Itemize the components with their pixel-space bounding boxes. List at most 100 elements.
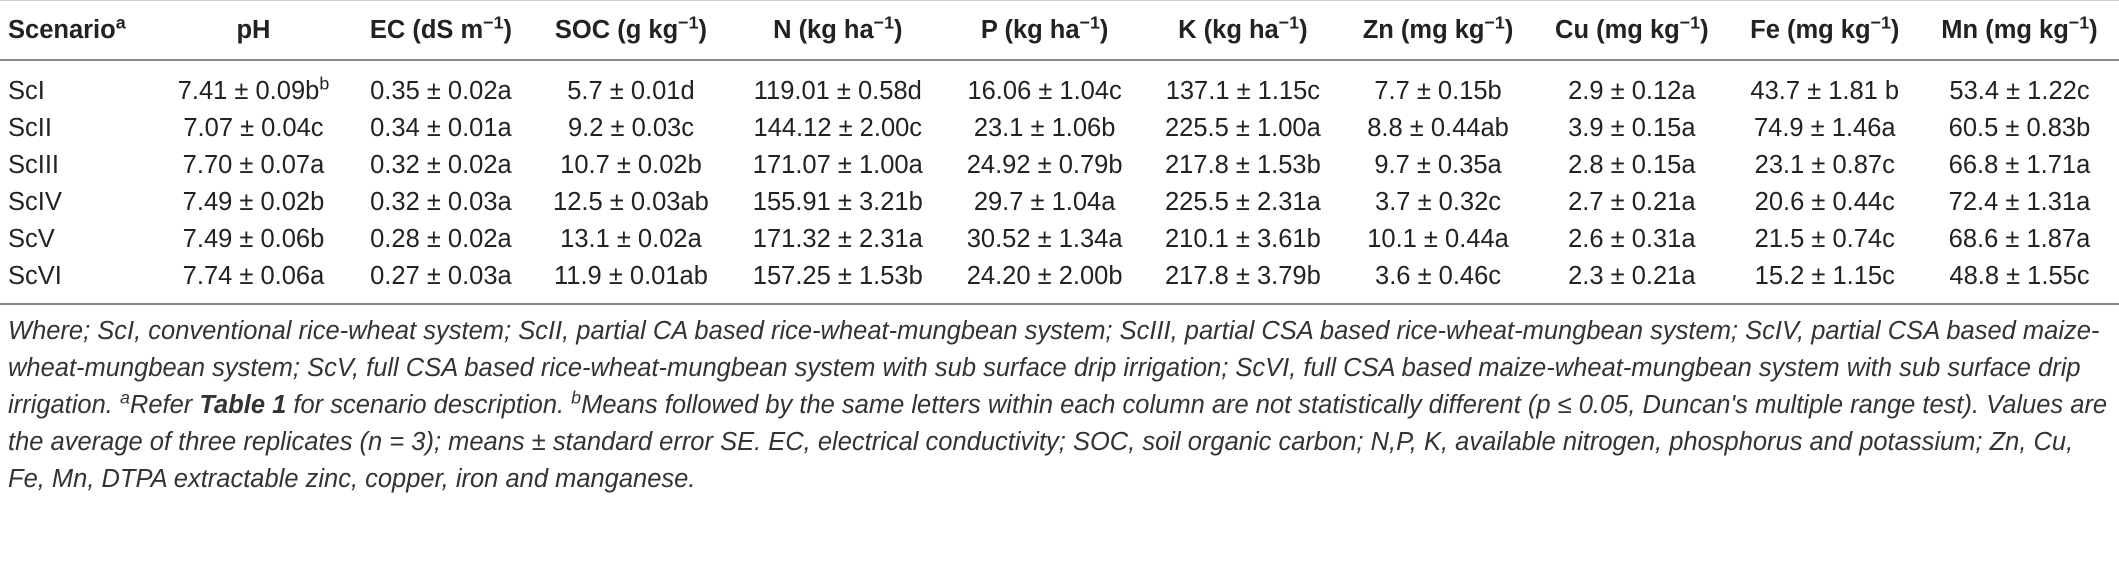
- scenario-cell: ScVI: [0, 258, 157, 305]
- text: 137.1 ± 1.15c: [1165, 77, 1321, 105]
- text: ): [1700, 15, 1709, 44]
- value-cell: 171.32 ± 2.31a: [730, 221, 945, 258]
- text: Cu (mg kg: [1555, 15, 1680, 44]
- text: 5.7 ± 0.01d: [567, 77, 695, 105]
- scenario-cell: ScI: [0, 60, 157, 110]
- text: 0.27 ± 0.03a: [370, 262, 512, 290]
- value-cell: 7.49 ± 0.06b: [157, 221, 350, 258]
- text: 48.8 ± 1.55c: [1949, 262, 2090, 290]
- superscript: b: [571, 387, 582, 408]
- text: 68.6 ± 1.87a: [1948, 225, 2091, 253]
- text: for scenario description.: [286, 391, 572, 419]
- value-cell: 11.9 ± 0.01ab: [531, 258, 731, 305]
- table-row: ScI 7.41 ± 0.09bb 0.35 ± 0.02a 5.7 ± 0.01d 1…: [0, 60, 2119, 110]
- text: ): [1890, 15, 1900, 44]
- text: 72.4 ± 1.31a: [1948, 188, 2091, 216]
- value-cell: 0.35 ± 0.02a: [350, 60, 532, 110]
- text: ScI: [8, 77, 45, 105]
- text: ): [698, 15, 708, 44]
- text: 157.25 ± 1.53b: [752, 262, 923, 290]
- text: ): [894, 15, 903, 44]
- superscript: −1: [678, 12, 699, 32]
- text: 7.41 ± 0.09b: [177, 77, 320, 105]
- value-cell: 225.5 ± 1.00a: [1144, 110, 1342, 147]
- text: 0.35 ± 0.02a: [370, 77, 512, 105]
- value-cell: 0.27 ± 0.03a: [350, 258, 532, 305]
- text: 155.91 ± 3.21b: [752, 188, 923, 216]
- superscript: −1: [1870, 12, 1891, 32]
- superscript: −1: [1679, 12, 1701, 32]
- text: 217.8 ± 3.79b: [1164, 262, 1321, 290]
- header-cell: N (kg ha−1): [730, 0, 946, 61]
- value-cell: 0.28 ± 0.02a: [350, 221, 532, 258]
- bold-text: Table 1: [199, 391, 287, 419]
- text: ScIV: [8, 188, 62, 216]
- text: 12.5 ± 0.03ab: [553, 188, 709, 216]
- superscript: −1: [873, 12, 895, 32]
- value-cell: 217.8 ± 1.53b: [1144, 147, 1342, 184]
- value-cell: 8.8 ± 0.44ab: [1342, 110, 1534, 147]
- value-cell: 74.9 ± 1.46a: [1730, 110, 1920, 147]
- text: 0.32 ± 0.03a: [370, 188, 512, 216]
- text: 23.1 ± 0.87c: [1754, 151, 1895, 179]
- footnote: Where; ScI, conventional rice-wheat syst…: [0, 305, 2119, 498]
- text: 8.8 ± 0.44ab: [1367, 114, 1509, 142]
- value-cell: 217.8 ± 3.79b: [1143, 258, 1342, 305]
- value-cell: 60.5 ± 0.83b: [1920, 110, 2119, 147]
- text: 210.1 ± 3.61b: [1164, 225, 1321, 253]
- header-cell: Zn (mg kg−1): [1342, 0, 1535, 61]
- text: 16.06 ± 1.04c: [967, 77, 1122, 105]
- value-cell: 5.7 ± 0.01d: [532, 60, 730, 110]
- text: 0.28 ± 0.02a: [370, 225, 512, 253]
- text: 7.49 ± 0.02b: [182, 188, 325, 216]
- text: K (kg ha: [1178, 15, 1279, 44]
- header-cell: pH: [156, 0, 351, 61]
- text: P (kg ha: [980, 15, 1080, 44]
- value-cell: 12.5 ± 0.03ab: [532, 184, 730, 221]
- text: 7.74 ± 0.06a: [182, 262, 325, 290]
- value-cell: 10.7 ± 0.02b: [532, 147, 730, 184]
- text: pH: [236, 15, 271, 44]
- value-cell: 21.5 ± 0.74c: [1730, 221, 1920, 258]
- value-cell: 23.1 ± 0.87c: [1730, 147, 1920, 184]
- value-cell: 225.5 ± 2.31a: [1144, 184, 1342, 221]
- scenario-cell: ScIV: [0, 184, 157, 221]
- value-cell: 29.7 ± 1.04a: [946, 184, 1144, 221]
- text: 10.7 ± 0.02b: [560, 151, 702, 179]
- value-cell: 0.32 ± 0.03a: [350, 184, 532, 221]
- text: 30.52 ± 1.34a: [966, 225, 1123, 253]
- superscript: −1: [2068, 12, 2090, 32]
- text: 9.2 ± 0.03c: [567, 114, 694, 142]
- value-cell: 24.20 ± 2.00b: [945, 258, 1144, 305]
- value-cell: 7.7 ± 0.15b: [1342, 60, 1534, 110]
- header-cell: SOC (g kg−1): [531, 0, 731, 61]
- value-cell: 2.6 ± 0.31a: [1534, 221, 1730, 258]
- text: 2.3 ± 0.21a: [1568, 262, 1696, 290]
- text: ScIII: [8, 151, 60, 179]
- table-row: ScV 7.49 ± 0.06b 0.28 ± 0.02a 13.1 ± 0.02a 1…: [0, 221, 2119, 258]
- value-cell: 66.8 ± 1.71a: [1920, 147, 2119, 184]
- text: Refer: [129, 391, 200, 419]
- header-row: Scenarioa pH EC (dS m−1) SOC (g kg−1) N (kg …: [0, 0, 2119, 61]
- text: 217.8 ± 1.53b: [1164, 151, 1321, 179]
- text: ): [1504, 15, 1514, 44]
- header-cell: Mn (mg kg−1): [1919, 0, 2119, 61]
- text: Mn (mg kg: [1941, 15, 2069, 44]
- text: 3.9 ± 0.15a: [1568, 114, 1696, 142]
- superscript: a: [119, 387, 130, 408]
- table-head: Scenarioa pH EC (dS m−1) SOC (g kg−1) N (kg …: [0, 0, 2119, 61]
- table-body: ScI 7.41 ± 0.09bb 0.35 ± 0.02a 5.7 ± 0.01d 1…: [0, 60, 2119, 305]
- value-cell: 10.1 ± 0.44a: [1342, 221, 1534, 258]
- value-cell: 20.6 ± 0.44c: [1730, 184, 1920, 221]
- superscript: −1: [1484, 12, 1505, 32]
- text: Zn (mg kg: [1362, 15, 1485, 44]
- text: 43.7 ± 1.81 b: [1750, 77, 1900, 105]
- text: 7.07 ± 0.04c: [183, 114, 324, 142]
- text: 66.8 ± 1.71a: [1948, 151, 2091, 179]
- text: 0.32 ± 0.02a: [370, 151, 512, 179]
- value-cell: 7.07 ± 0.04c: [157, 110, 350, 147]
- text: ): [2089, 15, 2098, 44]
- value-cell: 3.9 ± 0.15a: [1534, 110, 1730, 147]
- value-cell: 2.8 ± 0.15a: [1534, 147, 1730, 184]
